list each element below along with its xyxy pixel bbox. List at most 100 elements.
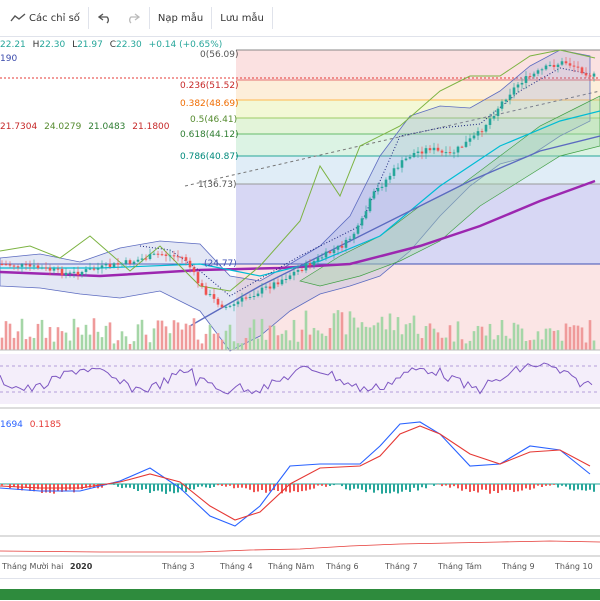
candle-body: [553, 65, 556, 67]
volume-bar: [485, 336, 488, 350]
candle-body: [273, 282, 276, 288]
volume-bar: [325, 336, 328, 350]
candle-body: [213, 294, 216, 299]
candle-body: [33, 265, 36, 266]
candle-body: [389, 176, 392, 180]
macd-histogram-bar: [477, 484, 479, 492]
volume-bar: [497, 335, 500, 350]
candle-body: [321, 257, 324, 258]
macd-histogram-bar: [53, 484, 55, 494]
macd-histogram-bar: [313, 484, 315, 489]
volume-bar: [441, 338, 444, 350]
macd-histogram-bar: [349, 484, 351, 490]
volume-bar: [593, 341, 596, 350]
volume-bar: [449, 325, 452, 350]
volume-bar: [337, 310, 340, 350]
candle-body: [513, 87, 516, 94]
macd-histogram-bar: [157, 484, 159, 491]
macd-histogram-bar: [317, 484, 319, 486]
volume-bar: [253, 319, 256, 350]
volume-bar: [277, 335, 280, 350]
volume-bar: [353, 318, 356, 350]
candle-body: [537, 70, 540, 73]
macd-histogram-bar: [177, 484, 179, 492]
candle-body: [281, 280, 284, 285]
candle-body: [373, 191, 376, 198]
ma-value: 21.7304: [0, 122, 37, 132]
volume-bar: [397, 317, 400, 350]
candle-body: [353, 234, 356, 239]
candle-body: [197, 272, 200, 283]
volume-bar: [181, 330, 184, 350]
volume-bar: [133, 341, 136, 350]
ma-value: 24.0279: [44, 122, 81, 132]
high-value: 22.30: [39, 40, 65, 50]
candle-body: [177, 256, 180, 257]
candle-body: [529, 76, 532, 77]
fib-level-label: 0.5(46.41): [190, 115, 237, 125]
macd-histogram-bar: [1, 484, 3, 485]
volume-bar: [17, 331, 20, 350]
macd-histogram-bar: [141, 484, 143, 490]
candle-body: [89, 269, 92, 270]
candle-body: [469, 138, 472, 141]
macd-histogram-bar: [121, 484, 123, 488]
volume-bar: [289, 340, 292, 350]
macd-histogram-bar: [253, 484, 255, 492]
macd-histogram-bar: [413, 484, 415, 488]
volume-bar: [153, 328, 156, 350]
redo-icon: [125, 10, 141, 26]
volume-bar: [341, 312, 344, 350]
candle-body: [413, 153, 416, 157]
candle-body: [461, 147, 464, 148]
macd-histogram-bar: [425, 484, 427, 488]
macd-histogram-bar: [205, 484, 207, 487]
volume-bar: [461, 339, 464, 350]
price-chart[interactable]: [0, 36, 600, 596]
indicators-label: Các chỉ số: [29, 13, 80, 24]
macd-histogram-bar: [249, 484, 251, 490]
fib-level-label: 0(56.09): [200, 50, 239, 60]
volume-bar: [345, 334, 348, 350]
rsi-band: [0, 354, 600, 404]
macd-histogram-bar: [569, 484, 571, 489]
macd-histogram-bar: [133, 484, 135, 489]
volume-bar: [417, 334, 420, 350]
candle-body: [309, 263, 312, 265]
macd-histogram-bar: [521, 484, 523, 490]
fib-level-label: 0.236(51.52): [180, 81, 239, 91]
volume-bar: [25, 339, 28, 350]
volume-bar: [357, 328, 360, 350]
undo-button[interactable]: [91, 4, 119, 32]
candle-body: [41, 268, 44, 269]
candle-body: [525, 76, 528, 83]
volume-bar: [573, 325, 576, 350]
redo-button[interactable]: [119, 4, 147, 32]
volume-bar: [117, 340, 120, 350]
macd-histogram-bar: [497, 484, 499, 493]
toolbar-divider: [88, 7, 89, 29]
macd-histogram-bar: [421, 484, 423, 487]
load-template-label: Nạp mẫu: [158, 13, 203, 24]
volume-bar: [53, 342, 56, 350]
volume-bar: [425, 326, 428, 350]
macd-histogram-bar: [69, 484, 71, 490]
candle-body: [13, 266, 16, 267]
candle-body: [161, 254, 164, 255]
load-template-button[interactable]: Nạp mẫu: [152, 4, 209, 32]
macd-signal-line: [0, 426, 590, 520]
volume-bar: [421, 338, 424, 350]
macd-histogram-bar: [293, 484, 295, 491]
volume-bar: [381, 317, 384, 350]
macd-histogram-bar: [373, 484, 375, 493]
macd-histogram-bar: [549, 484, 551, 486]
volume-bar: [49, 327, 52, 350]
volume-bar: [297, 342, 300, 350]
indicators-button[interactable]: Các chỉ số: [4, 4, 86, 32]
macd-histogram-bar: [553, 484, 555, 485]
volume-bar: [97, 332, 100, 350]
macd-histogram-bar: [405, 484, 407, 490]
save-template-button[interactable]: Lưu mẫu: [214, 4, 270, 32]
candle-body: [541, 69, 544, 70]
volume-bar: [505, 336, 508, 350]
